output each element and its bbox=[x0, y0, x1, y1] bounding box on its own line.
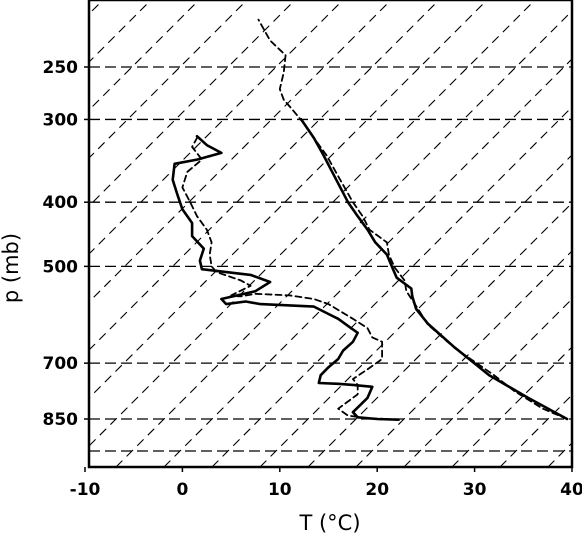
isotherm-line bbox=[211, 106, 572, 467]
isotherm-line bbox=[89, 0, 200, 111]
y-tick-label: 300 bbox=[43, 110, 79, 130]
y-tick-label: 500 bbox=[43, 257, 79, 277]
x-axis-label: T (°C) bbox=[298, 511, 360, 535]
isotherm-line bbox=[259, 154, 572, 467]
profile-line-4 bbox=[181, 137, 388, 420]
x-tick-label: 0 bbox=[176, 480, 188, 500]
isotherm-line bbox=[547, 442, 572, 467]
isotherm-gridlines bbox=[89, 0, 572, 467]
isotherm-line bbox=[89, 0, 344, 255]
isotherm-line bbox=[163, 58, 572, 467]
x-axis-ticks: -10 0 10 20 30 40 bbox=[70, 467, 582, 500]
isotherm-line bbox=[355, 250, 572, 467]
y-axis-label: p (mb) bbox=[0, 233, 23, 303]
isotherm-line bbox=[89, 0, 392, 303]
x-tick-label: 10 bbox=[268, 480, 292, 500]
isotherm-line bbox=[89, 0, 248, 159]
plot-frame bbox=[87, 0, 574, 469]
y-tick-label: 850 bbox=[43, 410, 79, 430]
isotherm-line bbox=[451, 346, 572, 467]
profile-line-3 bbox=[171, 134, 400, 422]
x-tick-label: 20 bbox=[365, 480, 389, 500]
y-tick-label: 250 bbox=[43, 58, 79, 78]
x-tick-label: 40 bbox=[560, 480, 582, 500]
isotherm-line bbox=[307, 202, 572, 467]
isotherm-line bbox=[89, 0, 536, 447]
x-tick-label: 30 bbox=[463, 480, 487, 500]
isotherm-line bbox=[115, 10, 572, 467]
y-tick-label: 400 bbox=[43, 193, 79, 213]
profile-series bbox=[171, 18, 569, 422]
isotherm-line bbox=[89, 0, 440, 351]
x-tick-label: -10 bbox=[70, 480, 101, 500]
isotherm-line bbox=[89, 0, 488, 399]
isotherm-line bbox=[403, 298, 572, 467]
isobar-gridlines bbox=[89, 66, 572, 452]
profile-line-2 bbox=[257, 18, 568, 420]
y-axis-ticks: 250 300 400 500 700 850 bbox=[43, 58, 89, 430]
y-tick-label: 700 bbox=[43, 354, 79, 374]
profile-line-1 bbox=[299, 118, 569, 421]
